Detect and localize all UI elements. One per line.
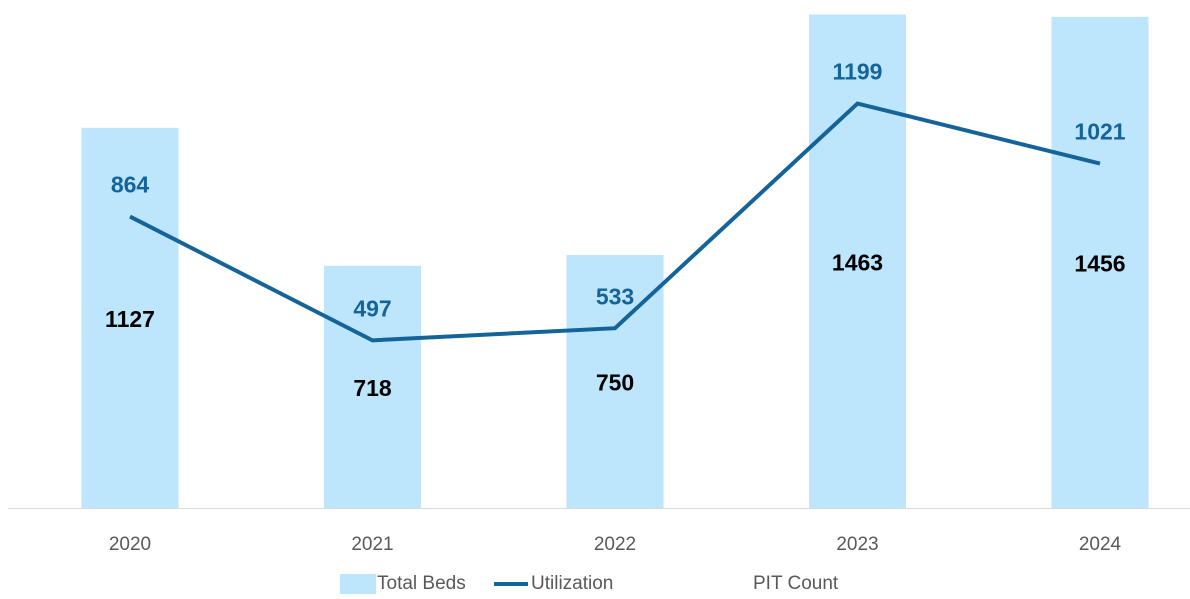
legend-swatch [340, 574, 376, 594]
line-label: 1199 [833, 59, 883, 85]
bar-label: 1127 [105, 306, 155, 332]
bar-label: 718 [353, 375, 392, 401]
x-tick-label: 2021 [351, 534, 393, 555]
legend-label: Total Beds [377, 573, 466, 594]
x-tick-label: 2020 [109, 534, 151, 555]
x-tick-label: 2023 [836, 534, 878, 555]
legend-label: Utilization [531, 573, 613, 594]
bar-label: 750 [596, 370, 634, 396]
bar [1051, 16, 1149, 509]
legend-label: PIT Count [753, 573, 839, 594]
bar [81, 127, 179, 509]
line-label: 1021 [1074, 119, 1125, 145]
bar [324, 265, 421, 508]
bar-label: 1456 [1074, 250, 1125, 276]
line-label: 864 [111, 172, 150, 198]
x-tick-label: 2024 [1079, 534, 1122, 555]
bar-label: 1463 [832, 249, 883, 275]
bar [809, 14, 906, 509]
line [129, 101, 1101, 343]
line-label: 497 [353, 295, 391, 321]
line-label: 533 [596, 283, 634, 309]
x-tick-label: 2022 [594, 534, 636, 555]
